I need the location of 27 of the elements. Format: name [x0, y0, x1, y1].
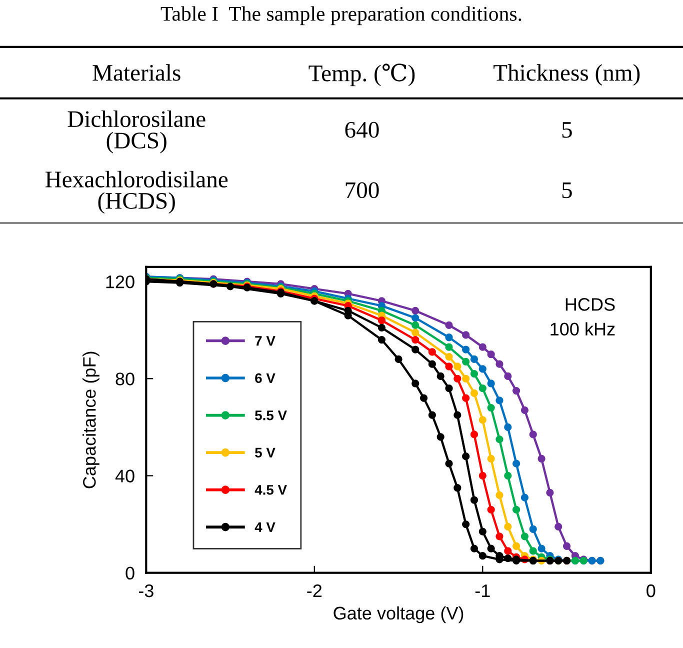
text: Hexachlorodisilane (HCDS) — [45, 170, 228, 214]
y-axis-title: Capacitance (pF) — [82, 352, 100, 488]
x-tick-label: -2 — [307, 584, 322, 598]
y-tick-label: 0 — [126, 566, 134, 580]
text: Table I The sample preparation conditions. — [160, 6, 522, 26]
text: 700 — [346, 182, 379, 198]
text: 5 — [562, 122, 572, 138]
legend-label: 4 V — [254, 522, 276, 532]
legend-label: 5.5 V — [255, 410, 287, 420]
y-tick-label: 120 — [106, 275, 134, 288]
y-tick-label: 80 — [116, 372, 134, 386]
text: Thickness (nm) — [494, 64, 640, 86]
x-axis-title: Gate voltage (V) — [334, 606, 464, 624]
x-tick-label: -3 — [138, 584, 154, 598]
legend-label: 7 V — [255, 336, 276, 346]
x-tick-label: 0 — [646, 584, 656, 598]
text: 640 — [345, 122, 379, 138]
text: 5 — [562, 182, 572, 198]
legend-label: 6 V — [255, 373, 276, 384]
text: Temp. (℃) — [308, 64, 415, 86]
x-tick-label: -1 — [475, 584, 490, 598]
text: Dichlorosilane (DCS) — [68, 110, 206, 154]
legend-label: 5 V — [255, 448, 276, 458]
annotation: HCDS 100 kHz — [550, 298, 615, 336]
legend-label: 4.5 V — [254, 485, 287, 495]
text: Materials — [92, 64, 180, 81]
y-tick-label: 40 — [115, 470, 134, 482]
